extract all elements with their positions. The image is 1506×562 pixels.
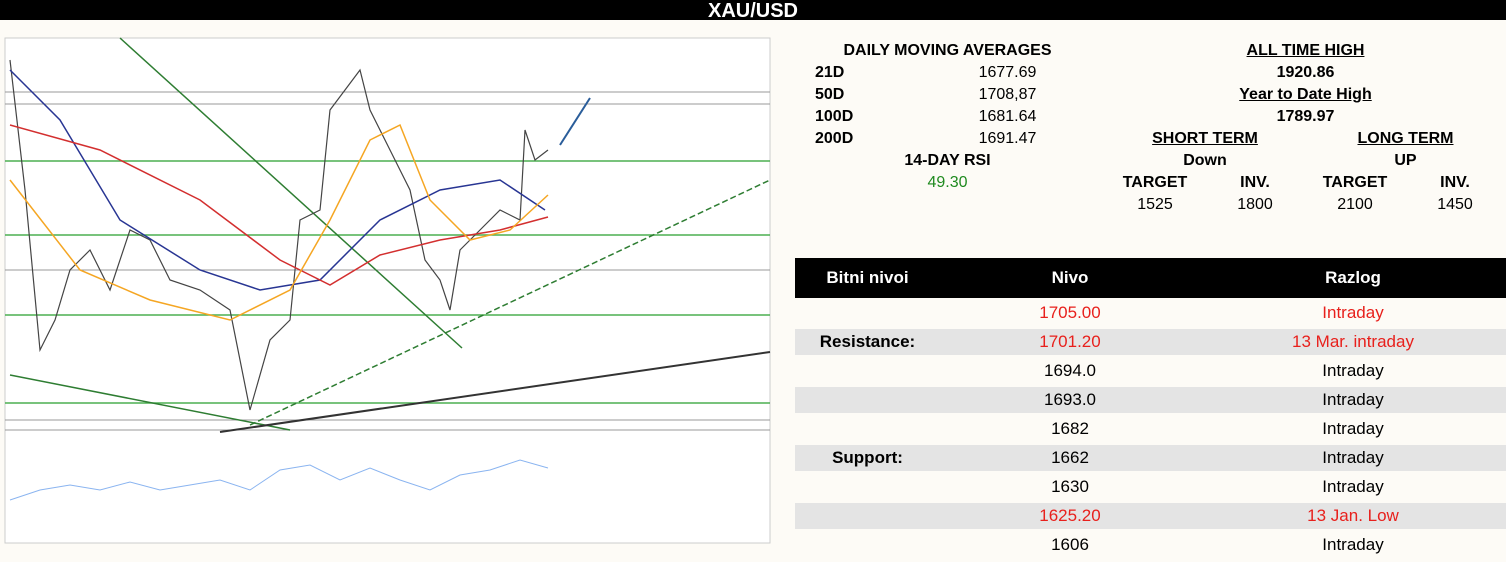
long-term: LONG TERM [1357, 130, 1454, 147]
row-band [795, 445, 1506, 471]
horizontal-levels [5, 160, 770, 404]
row-band [795, 387, 1506, 413]
razlog: Intraday [1322, 419, 1384, 438]
header-cell: Razlog [1325, 268, 1381, 287]
razlog: Intraday [1322, 303, 1384, 322]
ma-label: 21D [815, 64, 845, 81]
col-value: 1800 [1237, 196, 1273, 213]
levels-table: Bitni nivoi Nivo Razlog 1705.00 Intraday Resi… [795, 258, 1506, 562]
nivo: 1693.0 [1044, 390, 1096, 409]
ma-blue [9, 69, 546, 291]
ma-red [9, 124, 549, 286]
short-dir: Down [1183, 152, 1227, 169]
moving-averages: DAILY MOVING AVERAGES 21D 1677.69 50D 1708,… [795, 40, 1100, 220]
razlog: 13 Jan. Low [1307, 506, 1399, 525]
nivo: 1625.20 [1039, 506, 1101, 525]
row-band [795, 329, 1506, 355]
ytd-label: Year to Date High [1239, 86, 1372, 103]
razlog: Intraday [1322, 448, 1384, 467]
col-label: TARGET [1122, 174, 1188, 191]
row-label: Support: [832, 448, 903, 467]
razlog: 13 Mar. intraday [1292, 332, 1414, 351]
nivo: 1606 [1051, 535, 1089, 554]
nivo: 1630 [1051, 477, 1089, 496]
row-band [795, 503, 1506, 529]
razlog: Intraday [1322, 361, 1384, 380]
col-label: INV. [1240, 174, 1270, 191]
col-label: TARGET [1322, 174, 1388, 191]
razlog: Intraday [1322, 477, 1384, 496]
highs-table: ALL TIME HIGH 1920.86 Year to Date High … [1105, 40, 1506, 250]
razlog: Intraday [1322, 390, 1384, 409]
col-value: 1450 [1437, 196, 1473, 213]
ma-value: 1681.64 [978, 108, 1037, 125]
nivo: 1705.00 [1039, 303, 1101, 322]
row-label: Resistance: [819, 332, 916, 351]
nivo: 1694.0 [1044, 361, 1096, 380]
trend-lines [9, 37, 771, 433]
ma-orange [9, 123, 549, 321]
price-chart [4, 37, 771, 544]
price-line [9, 59, 549, 411]
short-term: SHORT TERM [1152, 130, 1258, 147]
rsi-label: 14-DAY RSI [904, 152, 991, 169]
nivo: 1682 [1051, 419, 1089, 438]
ma-value: 1691.47 [978, 130, 1037, 147]
levels-header [795, 258, 1506, 298]
long-dir: UP [1394, 152, 1417, 169]
ma-label: 100D [815, 108, 854, 125]
ath-label: ALL TIME HIGH [1246, 42, 1365, 59]
rsi-value: 49.30 [927, 174, 968, 191]
ytd-value: 1789.97 [1276, 108, 1335, 125]
ma-value: 1677.69 [978, 64, 1037, 81]
nivo: 1701.20 [1039, 332, 1101, 351]
nivo: 1662 [1051, 448, 1089, 467]
title-bar: XAU/USD [0, 0, 1506, 22]
header-cell: Nivo [1051, 268, 1089, 287]
col-value: 1525 [1137, 196, 1173, 213]
col-value: 2100 [1337, 196, 1373, 213]
chart-area [4, 37, 771, 544]
ma-label: 50D [815, 86, 845, 103]
ma-value: 1708,87 [978, 86, 1037, 103]
header-cell: Bitni nivoi [826, 268, 909, 287]
ma-label: 200D [815, 130, 854, 147]
rsi-line [9, 459, 549, 501]
col-label: INV. [1440, 174, 1470, 191]
gray-levels [5, 91, 770, 431]
ma-header: DAILY MOVING AVERAGES [843, 42, 1052, 59]
title: XAU/USD [707, 0, 798, 22]
razlog: Intraday [1322, 535, 1384, 554]
ath-value: 1920.86 [1276, 64, 1335, 81]
